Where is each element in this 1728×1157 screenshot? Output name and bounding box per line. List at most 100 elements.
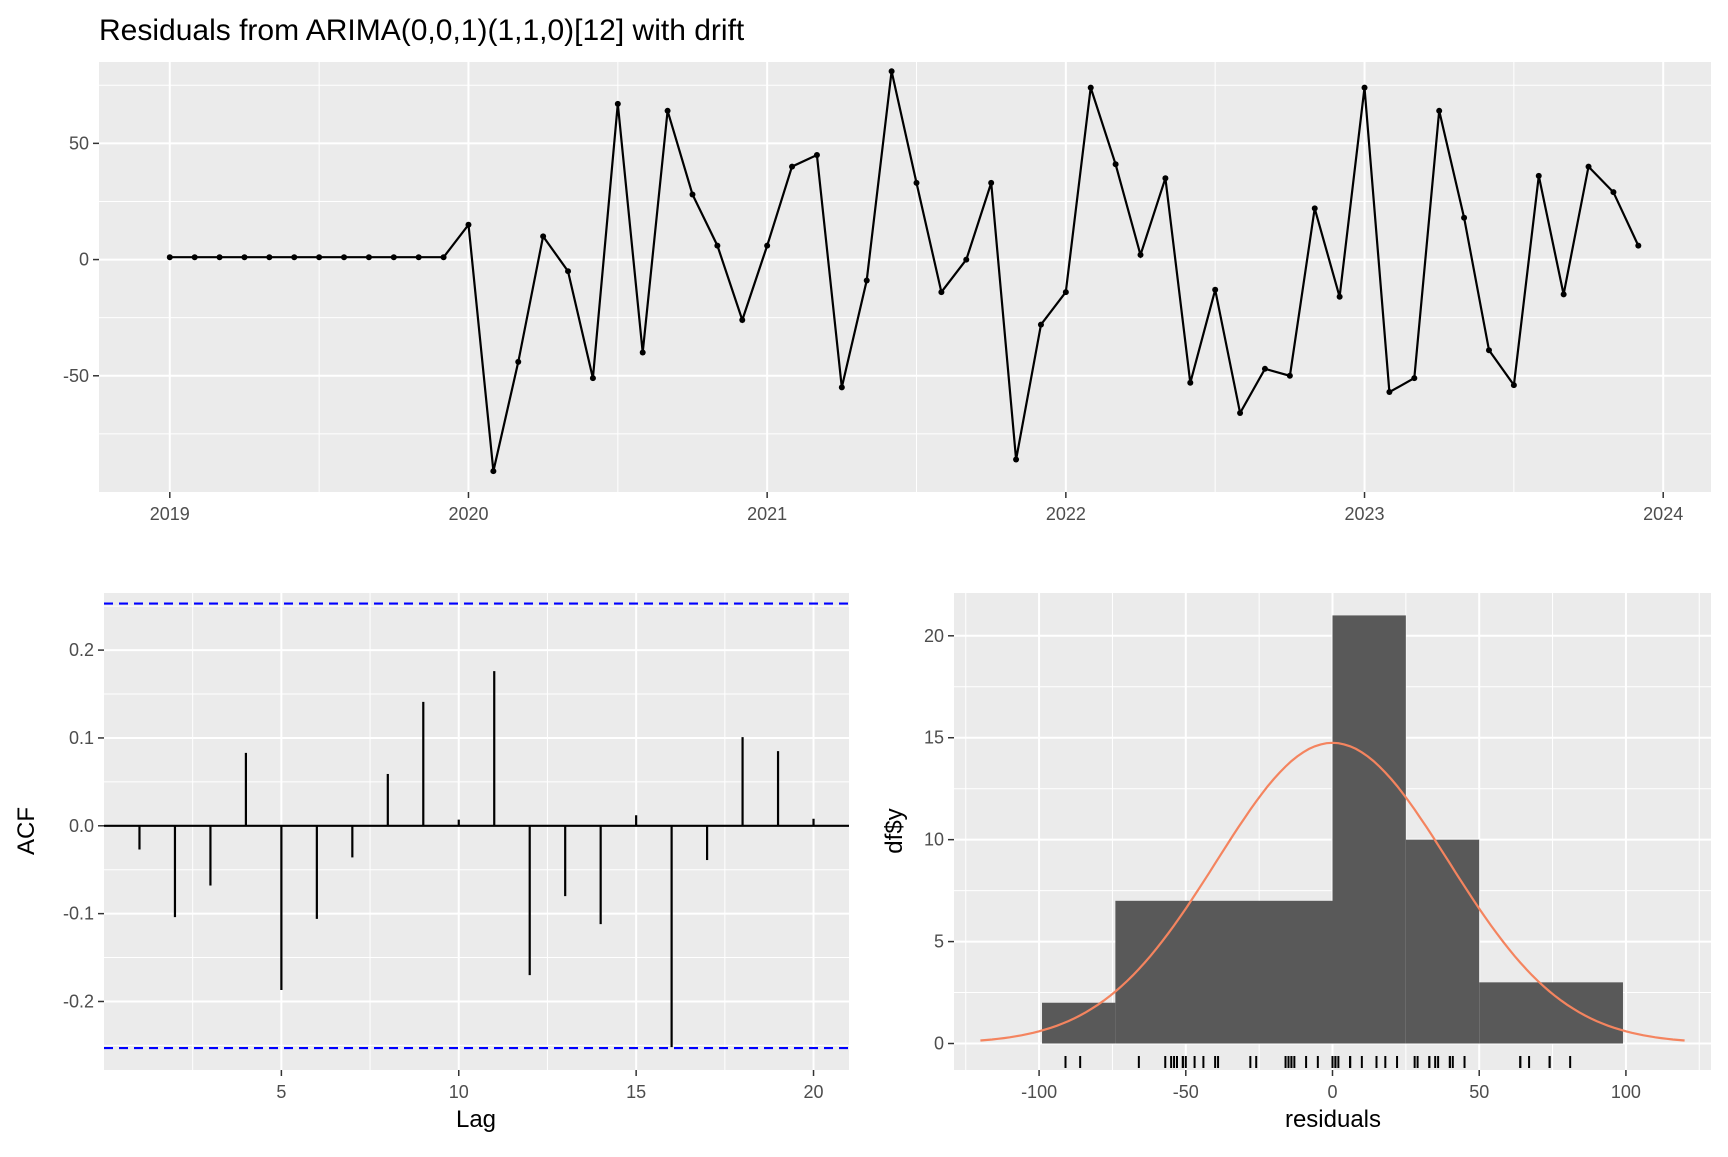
timeseries-line <box>169 71 1640 472</box>
histogram-ytick-label: 0 <box>934 1034 944 1054</box>
timeseries-point <box>415 254 422 261</box>
timeseries-point <box>1112 161 1119 168</box>
timeseries-point <box>1560 291 1567 298</box>
timeseries-point <box>191 254 198 261</box>
acf-ytick-label: 0.2 <box>69 640 94 660</box>
density-curve <box>980 741 1685 1042</box>
timeseries-xtick-label: 2024 <box>1643 504 1683 524</box>
histogram-xtick-label: 100 <box>1611 1082 1641 1102</box>
timeseries-point <box>365 254 372 261</box>
timeseries-point <box>1013 456 1020 463</box>
timeseries-point <box>341 254 348 261</box>
timeseries-xtick-label: 2020 <box>448 504 488 524</box>
histogram-bar <box>1115 900 1333 1044</box>
histogram-ytick-label: 10 <box>924 830 944 850</box>
acf-panel <box>104 593 849 1070</box>
timeseries-point <box>540 233 547 240</box>
timeseries-xtick-label: 2022 <box>1046 504 1086 524</box>
timeseries-xtick-label: 2019 <box>150 504 190 524</box>
histogram-bars <box>1042 615 1623 1044</box>
timeseries-point <box>813 151 820 158</box>
timeseries-point <box>1510 382 1517 389</box>
timeseries-point <box>1336 293 1343 300</box>
timeseries-point <box>465 221 472 228</box>
rug-marks <box>1064 1056 1572 1068</box>
histogram-xtick-label: 50 <box>1469 1082 1489 1102</box>
timeseries-point <box>166 254 173 261</box>
timeseries-point <box>589 375 596 382</box>
timeseries-point <box>1386 389 1393 396</box>
histogram-bar <box>1332 615 1406 1044</box>
timeseries-point <box>241 254 248 261</box>
acf-xtick-label: 10 <box>449 1082 469 1102</box>
timeseries-point <box>614 100 621 107</box>
timeseries-point <box>838 384 845 391</box>
timeseries-point <box>515 358 522 365</box>
timeseries-point <box>1212 286 1219 293</box>
timeseries-point <box>1237 409 1244 416</box>
histogram-ytick-label: 5 <box>934 932 944 952</box>
timeseries-point <box>1062 289 1069 296</box>
density-curve-layer <box>980 741 1685 1042</box>
chart-title: Residuals from ARIMA(0,0,1)(1,1,0)[12] w… <box>99 14 745 47</box>
timeseries-point <box>1585 163 1592 170</box>
timeseries-point <box>490 468 497 475</box>
histogram-ylabel: df$y <box>881 808 908 853</box>
timeseries-point <box>1162 175 1169 182</box>
timeseries-point <box>789 163 796 170</box>
acf-xtick-label: 15 <box>626 1082 646 1102</box>
timeseries-point <box>988 179 995 186</box>
timeseries-point <box>1137 251 1144 258</box>
histogram-xtick-label: -50 <box>1173 1082 1199 1102</box>
timeseries-xtick-label: 2023 <box>1345 504 1385 524</box>
histogram-ytick-label: 15 <box>924 728 944 748</box>
acf-ytick-label: -0.2 <box>63 991 94 1011</box>
timeseries-grid <box>99 62 1711 492</box>
acf-xlabel: Lag <box>456 1106 496 1133</box>
timeseries-line-layer <box>169 71 1640 472</box>
timeseries-point <box>216 254 223 261</box>
timeseries-point <box>1037 321 1044 328</box>
acf-xtick-label: 5 <box>276 1082 286 1102</box>
acf-ytick-label: 0.1 <box>69 728 94 748</box>
timeseries-point <box>938 289 945 296</box>
timeseries-point <box>1535 172 1542 179</box>
timeseries-point <box>888 68 895 75</box>
timeseries-point <box>689 191 696 198</box>
acf-bars <box>104 602 849 1050</box>
histogram-bar <box>1405 839 1480 1044</box>
acf-ytick-label: 0.0 <box>69 816 94 836</box>
timeseries-point <box>664 107 671 114</box>
timeseries-point <box>764 242 771 249</box>
histogram-bar <box>1042 1002 1116 1044</box>
timeseries-point <box>714 242 721 249</box>
timeseries-point <box>565 268 572 275</box>
timeseries-ytick-label: -50 <box>63 366 89 386</box>
timeseries-point <box>639 349 646 356</box>
timeseries-point <box>1361 84 1368 91</box>
timeseries-point <box>963 256 970 263</box>
acf-ylabel: ACF <box>13 807 40 855</box>
histogram-xtick-label: -100 <box>1021 1082 1057 1102</box>
timeseries-point <box>440 254 447 261</box>
timeseries-point <box>739 317 746 323</box>
histogram-ytick-label: 20 <box>924 626 944 646</box>
timeseries-point <box>863 277 870 284</box>
timeseries-ytick-label: 50 <box>69 133 89 153</box>
timeseries-point <box>1436 107 1443 114</box>
timeseries-point <box>1187 379 1194 386</box>
timeseries-ticks: 2019 2020 2021 2022 2023 2024 50 0 -50 <box>63 133 1683 524</box>
timeseries-point <box>291 254 298 261</box>
timeseries-point <box>1635 242 1642 249</box>
acf-ticks: 5 10 15 20 0.2 0.1 0.0 -0.1 -0.2 <box>63 640 824 1102</box>
timeseries-point <box>1311 205 1318 212</box>
histogram-xtick-label: 0 <box>1327 1082 1337 1102</box>
timeseries-point <box>1286 372 1293 379</box>
timeseries-point <box>1261 365 1268 372</box>
timeseries-point <box>1461 214 1468 221</box>
timeseries-point <box>1411 375 1418 382</box>
timeseries-ytick-label: 0 <box>79 250 89 270</box>
timeseries-point <box>1087 84 1094 91</box>
